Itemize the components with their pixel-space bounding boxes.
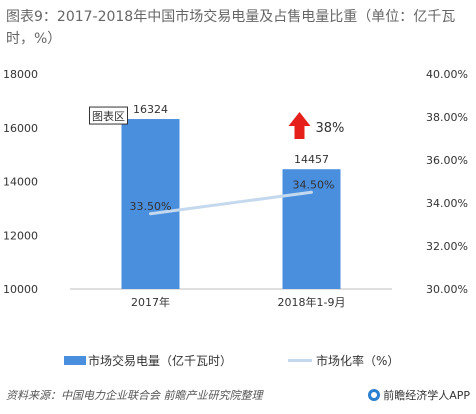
bar [121,119,180,289]
up-arrow-icon [288,112,311,139]
chart-legend: 市场交易电量（亿千瓦时） 市场化率（%） [0,352,476,368]
x-tick-label: 2017年 [131,295,170,309]
y-left-tick-label: 18000 [3,68,38,81]
bar [282,169,341,289]
y-left-tick-label: 16000 [3,122,38,135]
footer: 资料来源：中国电力企业联合会 前瞻产业研究院整理 前瞻经济学人APP [6,385,470,403]
y-left-tick-label: 14000 [3,176,38,189]
y-right-tick-label: 40.00% [426,68,468,81]
line-value-label: 34.50% [293,178,335,191]
legend-item-bar: 市场交易电量（亿千瓦时） [64,352,232,369]
y-right-tick-label: 30.00% [426,283,468,296]
legend-item-line: 市场化率（%） [288,352,399,369]
bar-value-label: 14457 [294,153,329,166]
legend-line-swatch [288,359,312,362]
legend-bar-label: 市场交易电量（亿千瓦时） [88,354,233,368]
y-left-tick-label: 10000 [3,283,38,296]
y-right-tick-label: 36.00% [426,154,468,167]
legend-bar-swatch [64,356,86,365]
y-right-tick-label: 34.00% [426,197,468,210]
x-tick-label: 2018年1-9月 [278,295,346,309]
footer-logo-text: 前瞻经济学人APP [383,389,470,402]
line-series [149,190,313,216]
footer-source: 资料来源：中国电力企业联合会 前瞻产业研究院整理 [6,389,263,402]
footer-logo: 前瞻经济学人APP [368,387,470,403]
line-value-label: 33.50% [130,200,172,213]
growth-annotation: 38% [316,121,345,136]
y-right-tick-label: 32.00% [426,240,468,253]
chart-area-badge: 图表区 [92,109,125,123]
legend-line-label: 市场化率（%） [316,354,400,368]
bar-value-label: 16324 [133,103,168,116]
chart-area-badge-box [89,106,128,125]
logo-icon [368,389,381,401]
chart-title: 图表9：2017-2018年中国市场交易电量及占售电量比重（单位：亿千瓦时，%） [6,9,456,47]
y-left-tick-label: 12000 [3,229,38,242]
y-right-tick-label: 38.00% [426,111,468,124]
